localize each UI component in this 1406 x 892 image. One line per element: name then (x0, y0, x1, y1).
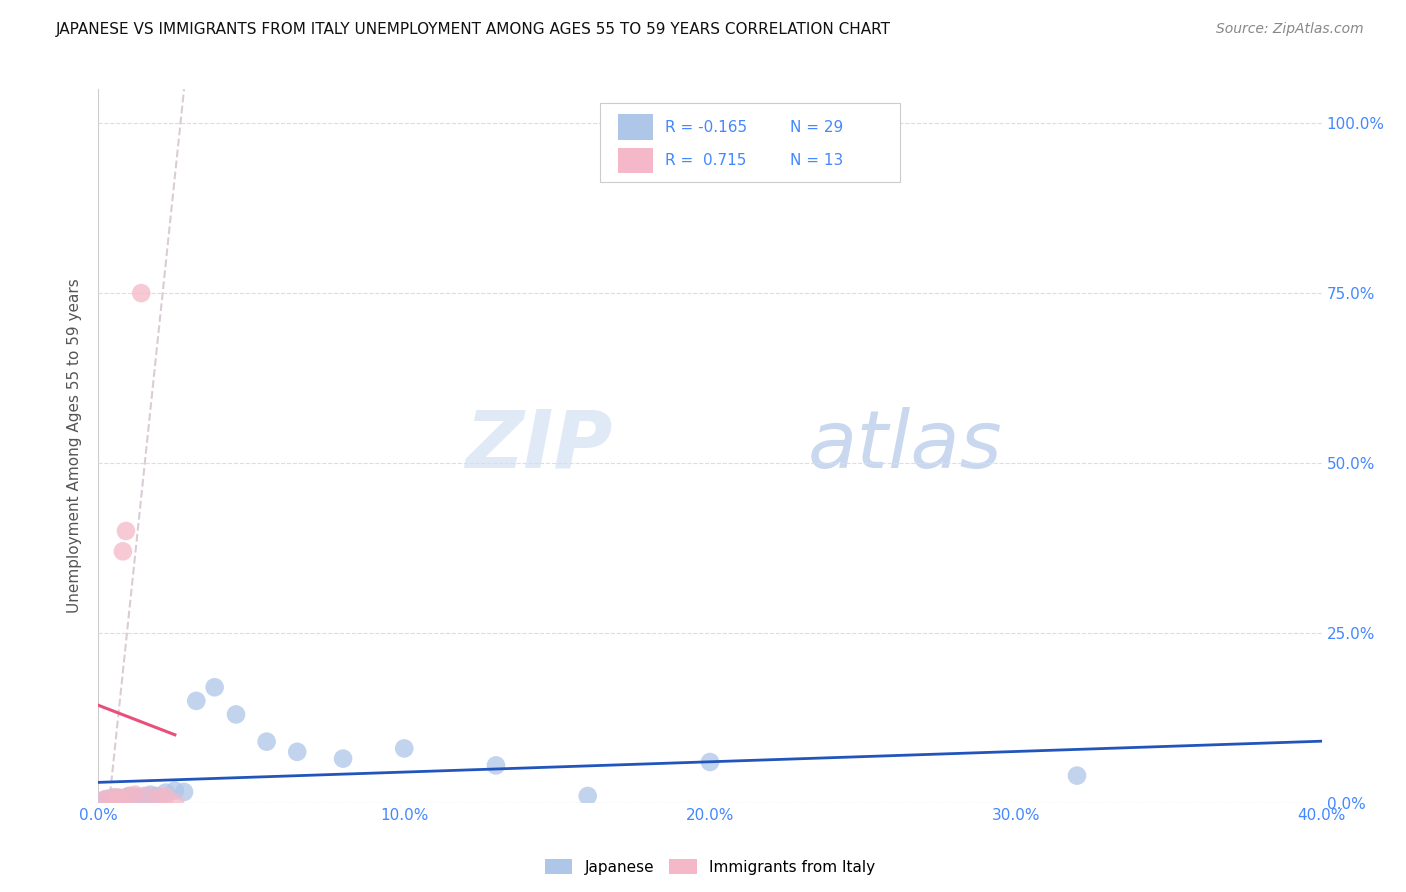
Point (485, 758, 508, 772)
Text: N = 29: N = 29 (790, 120, 842, 135)
Point (1066, 769, 1088, 783)
FancyBboxPatch shape (619, 114, 652, 140)
Point (285, 745, 308, 759)
Text: N = 13: N = 13 (790, 153, 842, 168)
Point (225, 707, 247, 722)
Point (145, 789, 167, 803)
Point (134, 789, 156, 803)
Point (155, 789, 177, 803)
Point (149, 790, 172, 805)
Text: JAPANESE VS IMMIGRANTS FROM ITALY UNEMPLOYMENT AMONG AGES 55 TO 59 YEARS CORRELA: JAPANESE VS IMMIGRANTS FROM ITALY UNEMPL… (56, 22, 891, 37)
Point (100, 791, 122, 805)
Point (115, 524, 138, 538)
Point (576, 789, 599, 803)
Point (108, 791, 131, 805)
Point (173, 785, 195, 799)
Text: Source: ZipAtlas.com: Source: ZipAtlas.com (1216, 22, 1364, 37)
Point (127, 790, 149, 805)
Point (124, 789, 146, 804)
Point (699, 755, 721, 769)
Point (111, 791, 134, 805)
Point (204, 680, 226, 694)
Point (118, 789, 141, 803)
Point (105, 791, 128, 805)
Point (163, 796, 186, 810)
Point (97, 791, 120, 805)
Text: R = -0.165: R = -0.165 (665, 120, 747, 135)
Point (93, 793, 115, 807)
Y-axis label: Unemployment Among Ages 55 to 59 years: Unemployment Among Ages 55 to 59 years (67, 278, 83, 614)
Text: R =  0.715: R = 0.715 (665, 153, 747, 168)
Point (124, 788, 146, 802)
Text: ZIP: ZIP (465, 407, 612, 485)
Point (129, 286, 152, 301)
Point (93, 792, 115, 806)
FancyBboxPatch shape (619, 148, 652, 173)
Point (155, 786, 177, 800)
Point (108, 791, 131, 805)
Point (111, 544, 134, 558)
Point (163, 783, 186, 797)
Point (103, 790, 125, 805)
Point (121, 791, 143, 805)
Point (100, 792, 122, 806)
FancyBboxPatch shape (600, 103, 900, 182)
Legend: Japanese, Immigrants from Italy: Japanese, Immigrants from Italy (538, 853, 882, 880)
Point (186, 694, 208, 708)
Point (118, 789, 141, 803)
Point (105, 790, 128, 805)
Point (115, 790, 138, 805)
Point (139, 788, 162, 802)
Point (136, 789, 159, 803)
Point (392, 741, 416, 756)
Point (332, 751, 354, 765)
Text: atlas: atlas (808, 407, 1002, 485)
Point (256, 734, 278, 748)
